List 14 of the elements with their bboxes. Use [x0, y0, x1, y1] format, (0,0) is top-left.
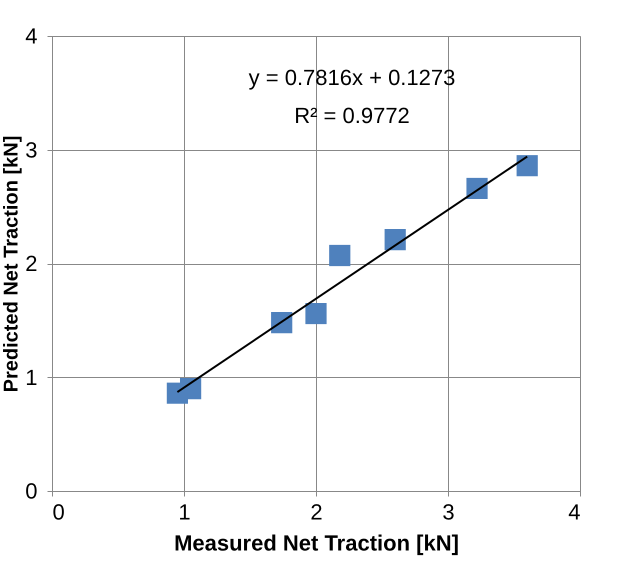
y-axis-title: Predicted Net Traction [kN]	[0, 136, 22, 392]
x-tick-label: 2	[310, 500, 323, 524]
annotation: R² = 0.9772	[294, 103, 410, 128]
x-tick-label: 3	[442, 500, 455, 524]
y-tick-label: 4	[25, 24, 38, 48]
y-tick-label: 0	[25, 478, 38, 504]
y-tick-label: 1	[25, 364, 38, 390]
y-tick-label: 3	[25, 137, 38, 162]
x-tick-label: 4	[568, 500, 580, 524]
x-axis-title: Measured Net Traction [kN]	[174, 530, 459, 556]
x-tick-label: 1	[178, 500, 191, 524]
x-tick-label: 0	[52, 500, 65, 524]
y-tick-label: 2	[25, 251, 38, 276]
annotation: y = 0.7816x + 0.1273	[248, 65, 456, 90]
